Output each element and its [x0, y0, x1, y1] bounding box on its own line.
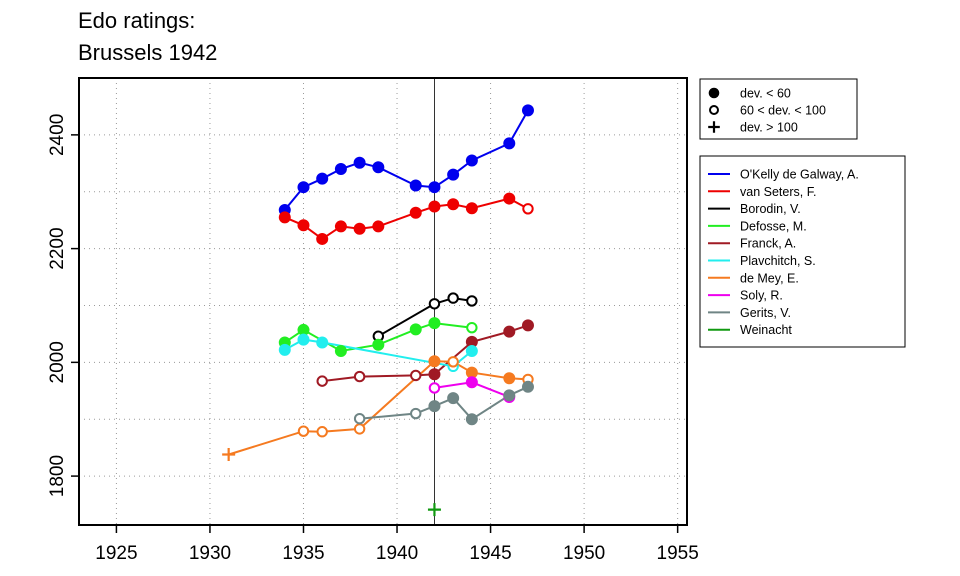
data-point-series-2 — [466, 295, 478, 307]
data-point-series-0 — [334, 162, 347, 175]
series-legend-label: van Seters, F. — [740, 185, 816, 199]
y-tick-label: 2200 — [47, 227, 68, 269]
series-legend-label: Defosse, M. — [740, 219, 807, 233]
marker-legend-symbol — [708, 87, 720, 99]
plot-frame — [78, 77, 688, 526]
data-point-series-2 — [447, 292, 459, 304]
series-line-4 — [322, 324, 529, 383]
data-point-series-4 — [316, 375, 328, 387]
data-point-series-6 — [503, 372, 516, 385]
y-tick-label: 2000 — [47, 341, 68, 383]
data-point-series-5 — [465, 344, 478, 357]
data-point-series-1 — [353, 222, 366, 235]
data-point-series-1 — [465, 202, 478, 215]
data-point-series-1 — [316, 232, 329, 245]
data-point-series-0 — [353, 156, 366, 169]
data-point-series-4 — [521, 319, 534, 332]
data-point-series-7 — [465, 376, 478, 389]
chart-title-line-1: Edo ratings: — [78, 8, 196, 33]
data-point-series-5 — [297, 333, 310, 346]
data-point-series-0 — [372, 161, 385, 174]
x-tick-label: 1945 — [469, 543, 511, 564]
chart-title-line-2: Brussels 1942 — [78, 40, 218, 65]
series-legend-box — [699, 155, 906, 348]
data-point-series-5 — [316, 336, 329, 349]
data-point-series-8 — [410, 407, 422, 420]
data-point-series-8 — [521, 380, 534, 393]
series-legend-label: Soly, R. — [740, 289, 783, 303]
data-point-series-1 — [278, 211, 291, 224]
x-tick-label: 1955 — [657, 543, 699, 564]
data-point-series-6 — [353, 423, 366, 435]
data-point-series-3 — [334, 344, 347, 357]
data-point-series-6 — [447, 356, 459, 368]
x-tick-label: 1930 — [189, 543, 231, 564]
data-point-series-8 — [428, 400, 441, 413]
data-point-series-0 — [428, 181, 441, 194]
data-point-series-8 — [353, 412, 366, 425]
data-point-series-0 — [316, 172, 329, 185]
data-point-series-3 — [372, 338, 385, 351]
series-legend-label: Franck, A. — [740, 237, 796, 251]
data-point-series-1 — [522, 203, 534, 215]
data-point-series-9 — [427, 503, 441, 517]
data-point-series-1 — [372, 220, 385, 233]
series-line-0 — [284, 109, 529, 211]
marker-legend-label: 60 < dev. < 100 — [740, 104, 826, 118]
marker-legend-label: dev. < 60 — [740, 87, 791, 101]
series-line-2 — [377, 297, 473, 338]
data-point-series-5 — [278, 343, 291, 356]
data-point-series-3 — [428, 317, 441, 330]
data-point-series-0 — [503, 137, 516, 150]
series-line-6 — [228, 360, 529, 456]
data-point-series-0 — [297, 181, 310, 194]
series-legend-label: Borodin, V. — [740, 202, 801, 216]
data-point-series-1 — [297, 219, 310, 232]
data-point-series-4 — [503, 325, 516, 338]
data-point-series-6 — [316, 426, 328, 438]
data-point-series-2 — [428, 298, 441, 310]
data-point-series-0 — [465, 154, 478, 167]
x-tick-label: 1940 — [376, 543, 418, 564]
series-legend-label: O'Kelly de Galway, A. — [740, 168, 859, 182]
marker-legend-box — [699, 78, 858, 140]
data-point-series-4 — [410, 369, 422, 382]
series-line-8 — [359, 385, 529, 421]
marker-legend-label: dev. > 100 — [740, 121, 798, 135]
data-point-series-8 — [465, 413, 478, 426]
data-point-series-8 — [503, 389, 516, 402]
data-point-series-6 — [222, 447, 236, 461]
data-point-series-7 — [428, 382, 441, 394]
data-point-series-6 — [428, 355, 441, 368]
series-line-1 — [284, 197, 529, 241]
data-point-series-4 — [428, 368, 441, 381]
data-point-series-1 — [503, 192, 516, 205]
data-point-series-0 — [409, 179, 422, 192]
series-legend-label: Weinacht — [740, 323, 792, 337]
series-legend-label: Gerits, V. — [740, 306, 791, 320]
data-point-series-6 — [297, 425, 310, 437]
data-point-series-1 — [334, 220, 347, 233]
data-point-series-1 — [409, 206, 422, 219]
x-tick-label: 1925 — [95, 543, 137, 564]
series-legend-label: de Mey, E. — [740, 271, 799, 285]
series-legend-label: Plavchitch, S. — [740, 254, 816, 268]
data-point-series-3 — [409, 323, 422, 336]
data-point-series-0 — [447, 168, 460, 181]
x-tick-label: 1935 — [282, 543, 324, 564]
data-point-series-1 — [447, 198, 460, 211]
data-point-series-4 — [353, 370, 366, 383]
y-tick-label: 1800 — [47, 455, 68, 497]
x-tick-label: 1950 — [563, 543, 605, 564]
y-tick-label: 2400 — [47, 114, 68, 156]
data-point-series-0 — [521, 104, 534, 117]
marker-legend-symbol — [709, 105, 719, 115]
data-point-series-1 — [428, 200, 441, 213]
data-point-series-3 — [466, 321, 478, 334]
marker-legend-symbol — [708, 121, 720, 133]
data-point-series-8 — [447, 392, 460, 405]
